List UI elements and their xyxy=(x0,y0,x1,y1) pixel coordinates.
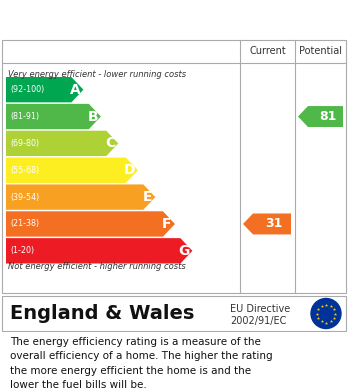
Text: (81-91): (81-91) xyxy=(10,112,39,121)
Text: D: D xyxy=(124,163,136,177)
Text: 31: 31 xyxy=(265,217,283,230)
Polygon shape xyxy=(6,104,101,129)
Polygon shape xyxy=(6,158,138,183)
Text: Energy Efficiency Rating: Energy Efficiency Rating xyxy=(12,10,252,28)
Text: (92-100): (92-100) xyxy=(10,85,44,94)
Text: F: F xyxy=(162,217,172,231)
Text: EU Directive: EU Directive xyxy=(230,304,290,314)
Text: Current: Current xyxy=(249,47,286,57)
Text: The energy efficiency rating is a measure of the
overall efficiency of a home. T: The energy efficiency rating is a measur… xyxy=(10,337,272,390)
Text: Potential: Potential xyxy=(299,47,342,57)
Text: Not energy efficient - higher running costs: Not energy efficient - higher running co… xyxy=(8,262,186,271)
Text: E: E xyxy=(143,190,152,204)
Text: England & Wales: England & Wales xyxy=(10,304,195,323)
Text: (39-54): (39-54) xyxy=(10,193,39,202)
Text: (69-80): (69-80) xyxy=(10,139,39,148)
Polygon shape xyxy=(6,185,155,210)
Polygon shape xyxy=(243,213,291,235)
Polygon shape xyxy=(6,77,84,102)
Text: C: C xyxy=(105,136,116,151)
Polygon shape xyxy=(298,106,343,127)
Text: (55-68): (55-68) xyxy=(10,166,39,175)
Polygon shape xyxy=(6,211,175,237)
Text: (21-38): (21-38) xyxy=(10,219,39,228)
Text: A: A xyxy=(70,83,81,97)
Text: 81: 81 xyxy=(319,110,336,123)
Text: 2002/91/EC: 2002/91/EC xyxy=(230,316,286,326)
Circle shape xyxy=(311,298,341,328)
Text: Very energy efficient - lower running costs: Very energy efficient - lower running co… xyxy=(8,70,186,79)
Polygon shape xyxy=(6,238,192,264)
Text: B: B xyxy=(88,109,98,124)
Text: (1-20): (1-20) xyxy=(10,246,34,255)
Text: G: G xyxy=(179,244,190,258)
Polygon shape xyxy=(6,131,118,156)
